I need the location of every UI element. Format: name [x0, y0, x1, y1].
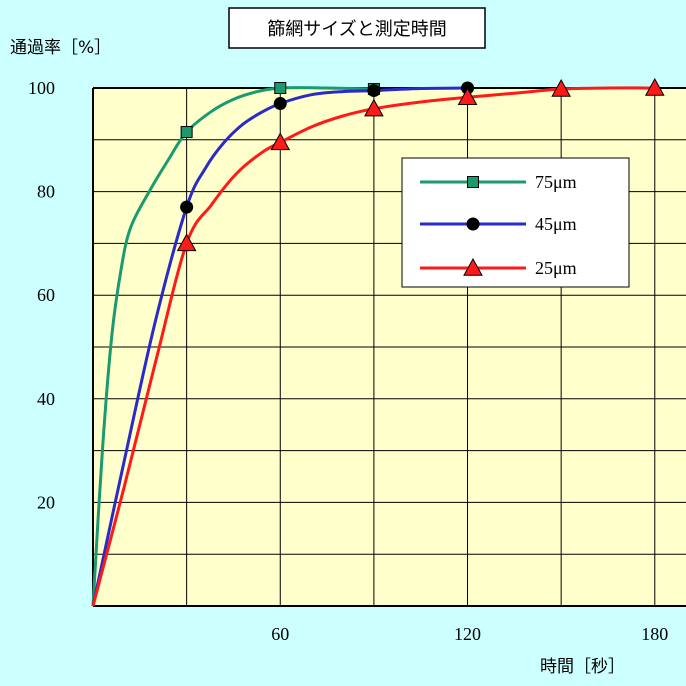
- series-line-2: [91, 86, 468, 607]
- x-tick-label: 60: [271, 624, 289, 644]
- data-point-series-3: [176, 233, 197, 252]
- data-point-series-2: [180, 200, 194, 214]
- series-layer: [91, 77, 665, 607]
- data-point-series-3: [644, 77, 665, 96]
- y-tick-label: 100: [28, 78, 55, 98]
- data-point-series-2: [367, 84, 381, 98]
- legend-marker: [467, 176, 479, 188]
- x-tick-label: 180: [641, 624, 668, 644]
- gridlines: [93, 88, 686, 606]
- chart-title: 篩網サイズと測定時間: [228, 7, 486, 49]
- x-axis-label: 時間［秒］: [540, 657, 625, 677]
- y-tick-label: 20: [37, 492, 55, 512]
- data-point-series-1: [180, 126, 193, 139]
- tick-labels: 20 40 60 80 100 60 120 180: [28, 78, 668, 644]
- legend-label: 75μm: [535, 172, 577, 192]
- legend-label: 45μm: [535, 214, 577, 234]
- series-line-3: [91, 86, 655, 607]
- legend-label: 25μm: [535, 258, 577, 278]
- x-tick-label: 120: [454, 624, 481, 644]
- y-tick-label: 60: [37, 285, 55, 305]
- data-point-series-3: [270, 132, 291, 151]
- data-point-series-1: [274, 82, 287, 94]
- y-axis-label: 通過率［%］: [10, 38, 111, 58]
- y-tick-label: 40: [37, 389, 55, 409]
- data-point-series-3: [364, 98, 384, 117]
- y-tick-label: 80: [37, 182, 55, 202]
- legend-marker: [463, 257, 483, 276]
- legend-marker: [466, 217, 480, 231]
- data-point-series-2: [273, 97, 287, 111]
- data-point-series-3: [551, 79, 572, 97]
- chart-title-text: 篩網サイズと測定時間: [267, 19, 446, 40]
- series-line-1: [91, 86, 374, 607]
- data-point-series-3: [457, 87, 478, 106]
- legend: 75μm 45μm 25μm: [401, 157, 630, 288]
